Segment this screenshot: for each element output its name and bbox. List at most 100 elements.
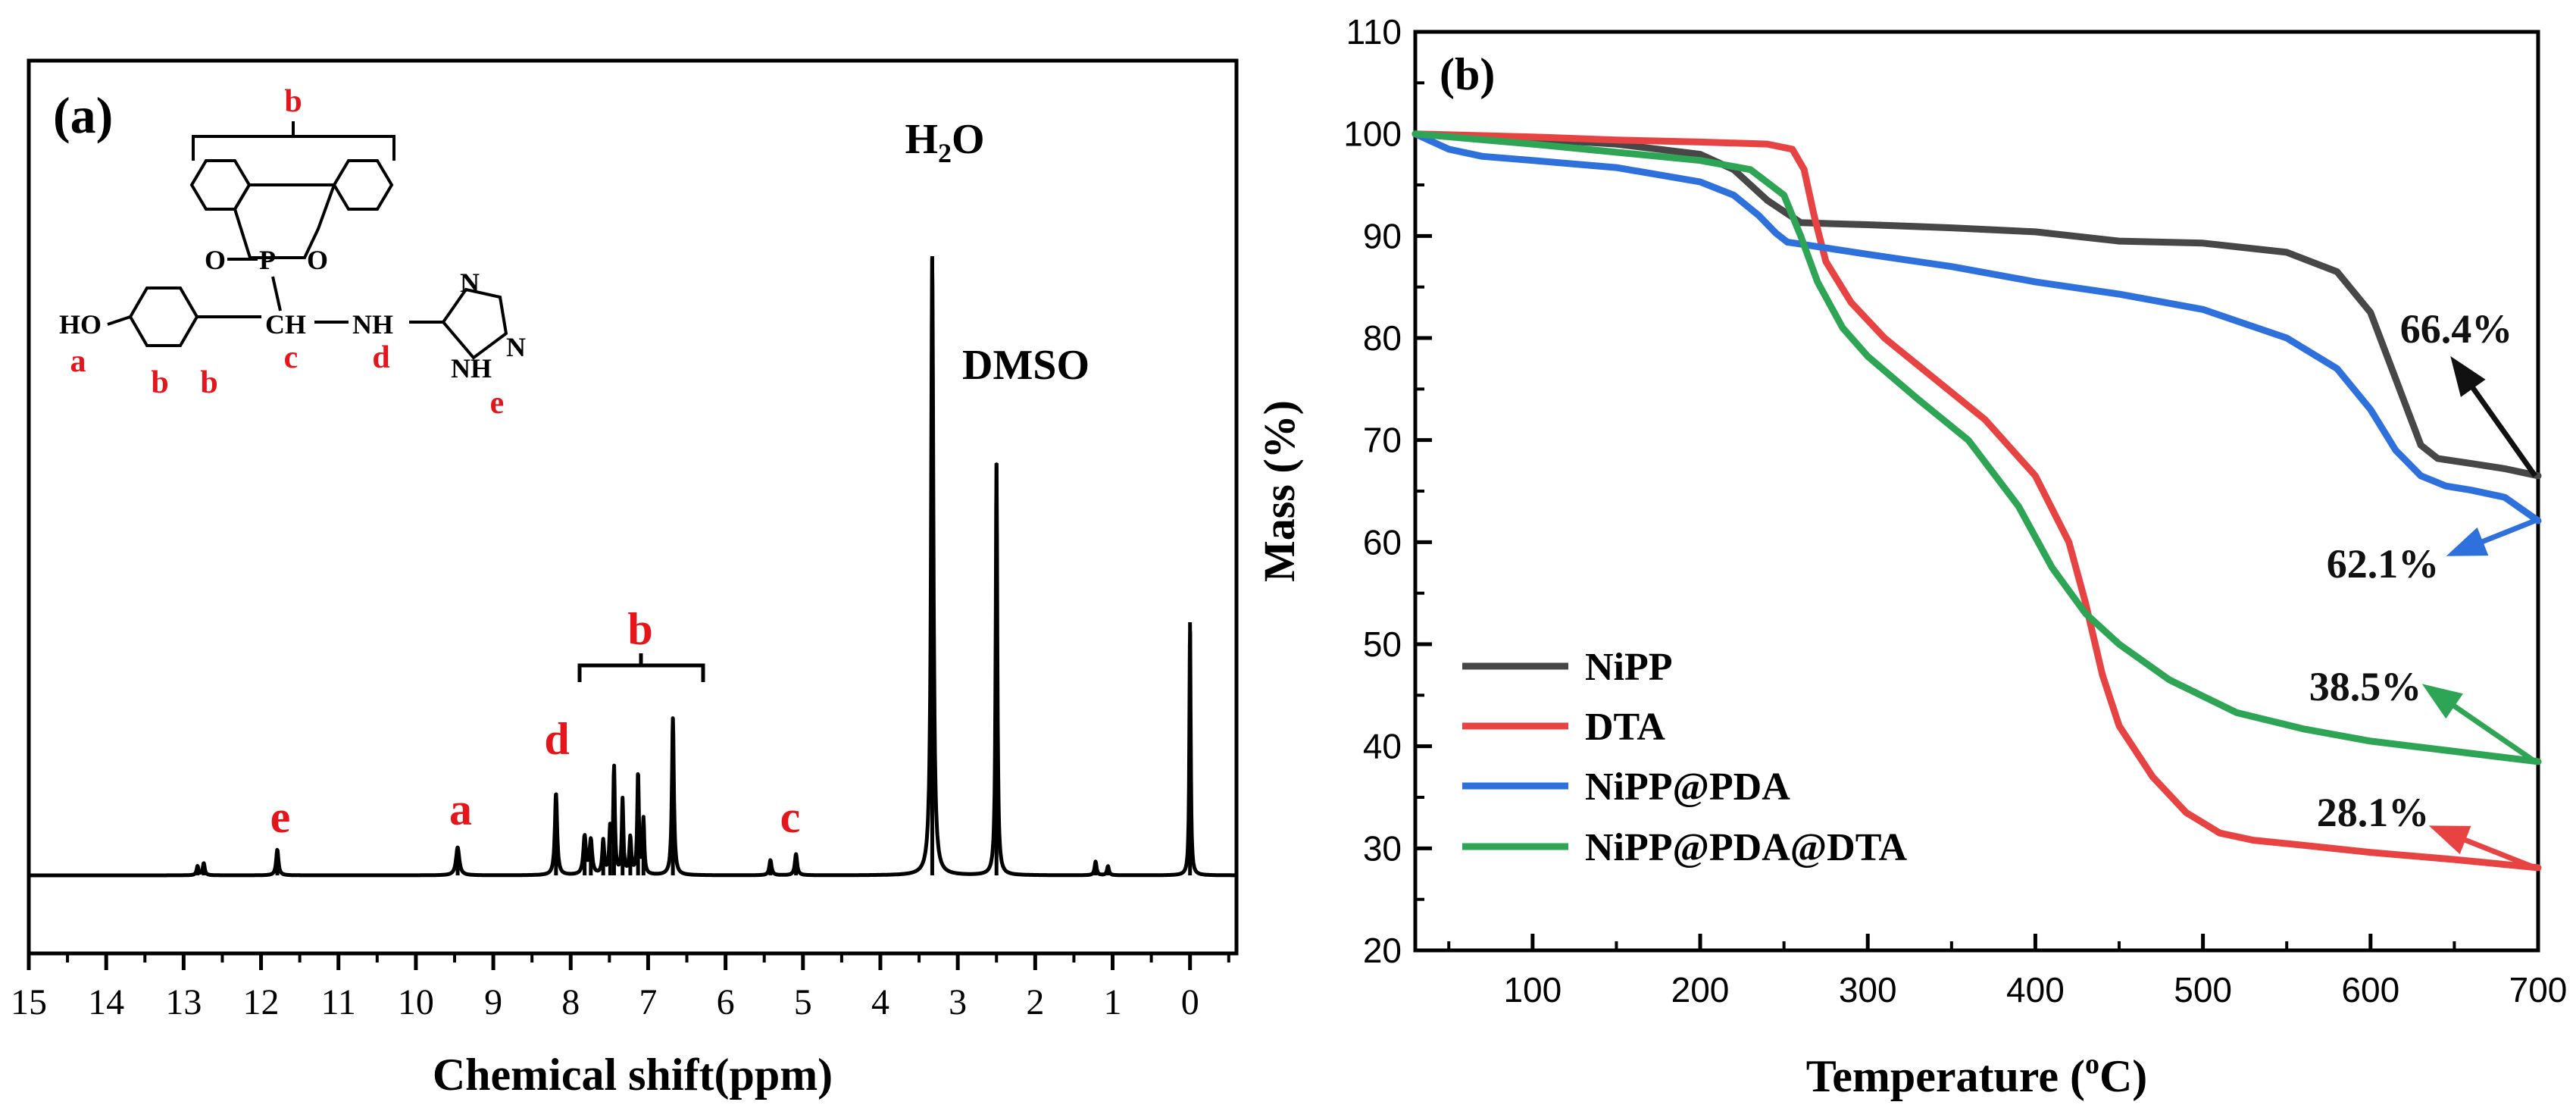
structure-label-b-right: b bbox=[200, 365, 217, 400]
ho-ring-bond bbox=[107, 315, 131, 326]
x-tick-label: 10 bbox=[398, 982, 434, 1022]
y-tick-label: 100 bbox=[1343, 114, 1402, 154]
x-tick-label: 5 bbox=[794, 982, 812, 1022]
atom-n-top: N bbox=[460, 268, 480, 298]
peak-b-bracket bbox=[577, 653, 705, 682]
x-tick-label: 3 bbox=[949, 982, 967, 1022]
structure-atom-labels: O P O HO CH NH N N NH bbox=[59, 245, 526, 383]
tga-series-lines bbox=[1411, 130, 2542, 872]
atom-o-ring: O bbox=[307, 245, 328, 275]
peak-label-e: e bbox=[270, 792, 291, 842]
y-tick-label: 30 bbox=[1363, 828, 1402, 868]
atom-nh: NH bbox=[352, 309, 393, 340]
legend-label-nipp-pda-dta: NiPP@PDA@DTA bbox=[1585, 826, 1908, 869]
structure-top-bracket bbox=[192, 121, 395, 161]
structure-site-labels: b a b b c d e bbox=[70, 84, 505, 421]
panel-b-tga-chart: (b) 100 200 300 400 500 600 700 20 30 40 50 60 70 80 9… bbox=[1255, 12, 2567, 1101]
x-tick-label: 400 bbox=[2006, 970, 2065, 1010]
triazole-ring bbox=[441, 287, 508, 360]
panel-b-label: (b) bbox=[1440, 49, 1495, 99]
annotation-nipp-pda-residue: 62.1% bbox=[2327, 541, 2440, 587]
panel-a-frame bbox=[27, 58, 1239, 956]
peak-label-b: b bbox=[627, 604, 652, 654]
series-line-nipp-pda bbox=[1411, 130, 2542, 524]
x-tick-label: 600 bbox=[2341, 970, 2399, 1010]
y-tick-label: 110 bbox=[1346, 12, 1402, 52]
nmr-peak-marks bbox=[195, 256, 1193, 875]
legend-item-nipp: NiPP bbox=[1462, 646, 1673, 689]
x-tick-label: 100 bbox=[1503, 970, 1562, 1010]
x-tick-label: 12 bbox=[243, 982, 280, 1022]
dmso-peak-label: DMSO bbox=[962, 342, 1089, 389]
y-tick-label: 90 bbox=[1363, 216, 1402, 255]
arrow-nipp-pda bbox=[2446, 518, 2537, 556]
x-tick-label: 6 bbox=[717, 982, 735, 1022]
tga-legend: NiPP DTA NiPP@PDA NiPP@PDA@DTA bbox=[1462, 646, 1908, 869]
oxaphosphinine-ring bbox=[233, 183, 336, 259]
legend-label-nipp: NiPP bbox=[1585, 646, 1673, 689]
legend-label-nipp-pda: NiPP@PDA bbox=[1585, 765, 1790, 809]
structure-label-d: d bbox=[372, 340, 389, 375]
series-line-nipp-pda-dta bbox=[1411, 130, 2542, 765]
p-ch-bond bbox=[271, 276, 282, 311]
arrow-dta bbox=[2428, 825, 2537, 871]
structure-label-c: c bbox=[284, 340, 299, 375]
x-tick-label: 300 bbox=[1839, 970, 1897, 1010]
structure-label-e: e bbox=[490, 386, 505, 421]
y-tick-label: 80 bbox=[1363, 318, 1402, 358]
atom-ch: CH bbox=[265, 309, 306, 340]
peak-label-a: a bbox=[449, 784, 472, 834]
panel-a-nmr-chart: (a) 15 14 13 12 11 10 9 8 7 6 5 4 3 2 1 0 Chemical shif… bbox=[11, 58, 1239, 1100]
legend-item-nipp-pda: NiPP@PDA bbox=[1462, 765, 1790, 809]
series-line-dta bbox=[1411, 130, 2542, 872]
atom-ho: HO bbox=[59, 309, 102, 340]
x-tick-label: 200 bbox=[1671, 970, 1730, 1010]
x-tick-label: 700 bbox=[2509, 970, 2568, 1010]
water-peak-label: H2O bbox=[905, 116, 984, 168]
arrow-nipp bbox=[2450, 355, 2537, 477]
x-tick-label: 15 bbox=[11, 982, 47, 1022]
panel-b-x-axis-label: Temperature (oC) bbox=[1806, 1048, 2148, 1101]
annotation-nipp-pda-dta-residue: 38.5% bbox=[2309, 664, 2422, 709]
structure-label-a: a bbox=[70, 344, 86, 379]
annotation-nipp-residue: 66.4% bbox=[2400, 306, 2513, 352]
panel-a-label: (a) bbox=[53, 86, 113, 144]
x-tick-label: 4 bbox=[871, 982, 889, 1022]
x-tick-label: 8 bbox=[561, 982, 580, 1022]
atom-n-right: N bbox=[506, 332, 526, 362]
tga-annotation-arrows bbox=[2421, 355, 2537, 871]
x-tick-label: 0 bbox=[1181, 982, 1199, 1022]
x-tick-label: 1 bbox=[1104, 982, 1122, 1022]
y-tick-label: 20 bbox=[1363, 931, 1402, 970]
y-tick-label: 50 bbox=[1363, 624, 1402, 664]
molecular-structure bbox=[107, 121, 508, 360]
atom-nh-ring: NH bbox=[451, 353, 492, 383]
x-tick-label: 7 bbox=[639, 982, 657, 1022]
peak-label-c: c bbox=[780, 792, 801, 842]
arrow-nipp-pda-dta bbox=[2421, 684, 2537, 764]
peak-label-d: d bbox=[544, 714, 569, 764]
structure-label-b-top: b bbox=[284, 84, 302, 119]
legend-label-dta: DTA bbox=[1585, 706, 1665, 749]
x-tick-label: 9 bbox=[484, 982, 502, 1022]
atom-p: P bbox=[259, 245, 276, 275]
y-tick-label: 40 bbox=[1363, 727, 1402, 766]
panel-a-x-ticks: 15 14 13 12 11 10 9 8 7 6 5 4 3 2 1 0 bbox=[11, 953, 1230, 1022]
x-tick-label: 500 bbox=[2174, 970, 2232, 1010]
panel-a-x-axis-label: Chemical shift(ppm) bbox=[433, 1050, 833, 1100]
x-tick-label: 13 bbox=[165, 982, 202, 1022]
x-tick-label: 14 bbox=[88, 982, 124, 1022]
legend-item-dta: DTA bbox=[1462, 706, 1665, 749]
nmr-spectrum-line bbox=[27, 257, 1238, 878]
atom-o-double: O bbox=[205, 245, 226, 275]
y-tick-label: 70 bbox=[1363, 421, 1402, 460]
annotation-dta-residue: 28.1% bbox=[2317, 790, 2430, 835]
legend-item-nipp-pda-dta: NiPP@PDA@DTA bbox=[1462, 826, 1908, 869]
x-tick-label: 2 bbox=[1026, 982, 1044, 1022]
x-tick-label: 11 bbox=[321, 982, 356, 1022]
y-tick-label: 60 bbox=[1363, 522, 1402, 562]
structure-label-b-left: b bbox=[151, 365, 168, 400]
panel-b-y-axis-label: Mass (%) bbox=[1255, 400, 1304, 582]
panel-b-axes: 100 200 300 400 500 600 700 20 30 40 50 60 70 80 90 100… bbox=[1343, 12, 2567, 1010]
